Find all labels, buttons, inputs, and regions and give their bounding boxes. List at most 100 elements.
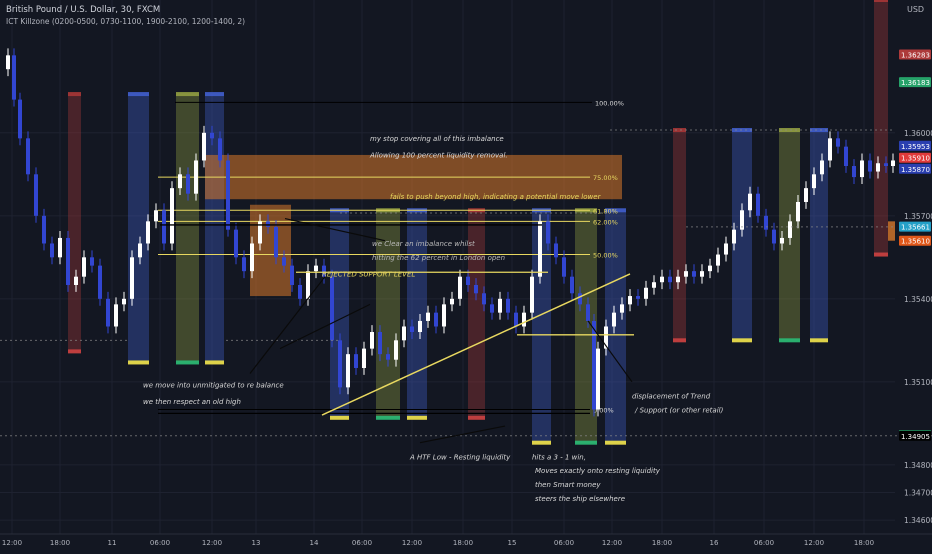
candle-body [434,312,438,327]
candle-body [306,271,310,299]
candle-body [652,282,656,288]
time-tick-label: 12:00 [602,539,622,547]
annotation-text: hitting the 62 percent in London open [372,254,505,262]
candle-body [210,132,214,139]
killzone-cap-top [810,128,828,133]
killzone-cap-bottom [330,415,349,420]
candle-body [322,265,326,277]
candle-body [724,243,728,255]
time-tick-label: 18:00 [652,539,672,547]
candle-body [708,265,712,272]
candle-body [234,229,238,258]
annotation-text: A HTF Low - Resting liquidity [409,453,511,461]
currency-label: USD [907,5,924,14]
annotation-pointer-line [249,276,326,374]
candle-body [330,276,334,341]
killzone-cap-bottom [468,415,485,420]
price-badge [899,163,931,174]
fib-level-label: 61.80% [593,207,618,215]
candle-body [612,312,616,327]
time-tick-label: 14 [310,539,319,547]
candle-body [242,257,246,272]
candle-body [186,174,190,194]
killzone-cap-bottom [779,338,800,343]
candle-body [362,348,366,368]
candle-body [346,354,350,388]
price-tick-label: 1.34600 [904,516,932,525]
time-tick-label: 18:00 [453,539,473,547]
candle-body [74,276,78,285]
killzone-cap-top [68,92,81,97]
candle-body [514,312,518,327]
candle-body [764,215,768,230]
price-badge-label: 1.35953 [901,143,930,151]
candle-body [570,276,574,294]
killzone-cap-bottom [376,415,400,420]
candle-body [482,293,486,305]
session-zones [68,0,888,445]
fib-level-label: 0.00% [593,406,614,414]
candle-body [562,257,566,277]
time-axis: 12:00 18:00 11 06:00 12:00 13 14 06:00 12:00 18:0… [0,533,932,547]
candle-body [162,210,166,244]
candle-body [98,265,102,299]
candle-body [676,276,680,283]
fib-level-label: 62.00% [593,218,618,226]
price-tick-label: 1.36000 [904,129,932,138]
killzone-column [532,210,551,443]
candle-body [290,265,294,285]
candle-body [620,304,624,313]
annotation-text: Moves exactly onto resting liquidity [535,467,661,475]
time-tick-label: 16 [710,539,719,547]
candle-body [442,304,446,327]
candle-body [418,320,422,333]
annotation-pointer-line [279,303,371,350]
candle-body [202,132,206,161]
killzone-cap-top [673,128,686,133]
annotation-text: hits a 3 - 1 win, [532,453,586,461]
time-tick-label: 11 [108,539,117,547]
price-badge-label: 1.36183 [901,79,930,87]
drawings [0,129,932,444]
price-badge [899,77,931,88]
candle-body [474,284,478,294]
price-tick-label: 1.35700 [904,212,932,221]
candle-body [592,320,596,410]
price-tick-label: 1.34800 [904,461,932,470]
candle-body [668,276,672,283]
annotation-text: my stop covering all of this imbalance [370,135,504,143]
killzone-column [68,94,81,352]
candle-body [314,265,318,272]
candle-body [820,160,824,175]
price-badge [899,235,931,246]
price-badge-label: 1.35610 [901,238,930,246]
killzone-cap-top [205,92,224,97]
killzone-cap-bottom [673,338,686,343]
candle-body [146,221,150,244]
candle-body [804,188,808,202]
candle-body [596,348,600,410]
supply-zone-marker [888,221,895,241]
candle-body [538,221,542,277]
annotations: my stop covering all of this imbalance Al… [143,135,724,503]
annotation-pointer-line [587,320,633,383]
annotation-text: steers the ship elsewhere [535,495,625,503]
candle-body [138,243,142,258]
killzone-cap-top [779,128,800,133]
killzone-cap-top [874,0,888,2]
killzone-cap-bottom [605,440,626,445]
candle-body [578,293,582,305]
time-tick-label: 18:00 [854,539,874,547]
time-tick-label: 12:00 [202,539,222,547]
killzone-cap-top [605,208,626,213]
candle-body [756,193,760,216]
candle-body [426,312,430,321]
candle-body [490,304,494,313]
annotation-text: we move into unmitigated to re balance [143,381,284,389]
killzone-cap-bottom [407,415,427,420]
killzone-column [810,130,828,341]
candle-body [466,276,470,285]
